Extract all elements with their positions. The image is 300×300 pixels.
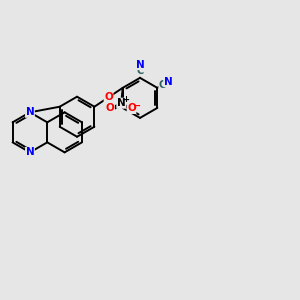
Text: N: N xyxy=(26,107,34,117)
Text: O: O xyxy=(106,103,114,113)
Text: O: O xyxy=(104,92,113,102)
Text: +: + xyxy=(122,95,129,104)
Text: O: O xyxy=(127,103,136,113)
Text: C: C xyxy=(136,66,144,76)
Text: C: C xyxy=(159,80,166,90)
Text: N: N xyxy=(164,77,172,87)
Text: N: N xyxy=(117,98,126,108)
Text: N: N xyxy=(136,60,144,70)
Text: N: N xyxy=(26,147,34,158)
Text: −: − xyxy=(133,100,141,110)
